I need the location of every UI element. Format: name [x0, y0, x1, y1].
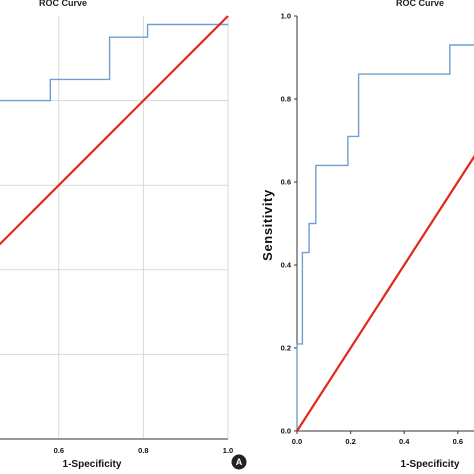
right-y-tick-label: 1.0 [281, 12, 291, 21]
right-x-axis-label: 1-Specificity [401, 459, 460, 470]
right-x-tick-label: 0.4 [399, 437, 410, 446]
panel-marker-badge: A [231, 454, 247, 470]
right-x-tick-label: 0.6 [453, 437, 463, 446]
left-x-axis-label: 1-Specificity [63, 459, 122, 470]
left-reference-line [0, 15, 229, 246]
left-chart-title: ROC Curve [39, 0, 87, 8]
panel-marker-label: A [236, 457, 243, 467]
right-x-tick-label: 0.2 [345, 437, 355, 446]
left-roc-curve [0, 23, 228, 102]
right-y-tick-label: 0.4 [281, 261, 292, 270]
right-y-tick-label: 0.6 [281, 178, 291, 187]
right-y-tick-label: 0.8 [281, 95, 291, 104]
left-x-tick-label: 0.8 [138, 446, 148, 455]
left-roc-panel: ROC Curve 0.40.60.81.0 1-Specificity A [0, 0, 247, 470]
left-x-tick-label: 0.6 [54, 446, 64, 455]
left-x-tick-label: 1.0 [223, 446, 233, 455]
right-roc-curve [296, 44, 474, 431]
right-x-tick-label: 0.0 [292, 437, 302, 446]
right-y-tick-label: 0.2 [281, 344, 291, 353]
right-y-tick-label: 0.0 [281, 427, 291, 436]
right-reference-line [296, 154, 474, 432]
right-y-axis-label: Sensitivity [260, 189, 275, 261]
right-roc-panel: ROC Curve 0.0 0.2 0.4 0.6 0.8 1.0 0.0 0.2 0.4 0.… [260, 0, 474, 470]
right-chart-title: ROC Curve [396, 0, 444, 8]
